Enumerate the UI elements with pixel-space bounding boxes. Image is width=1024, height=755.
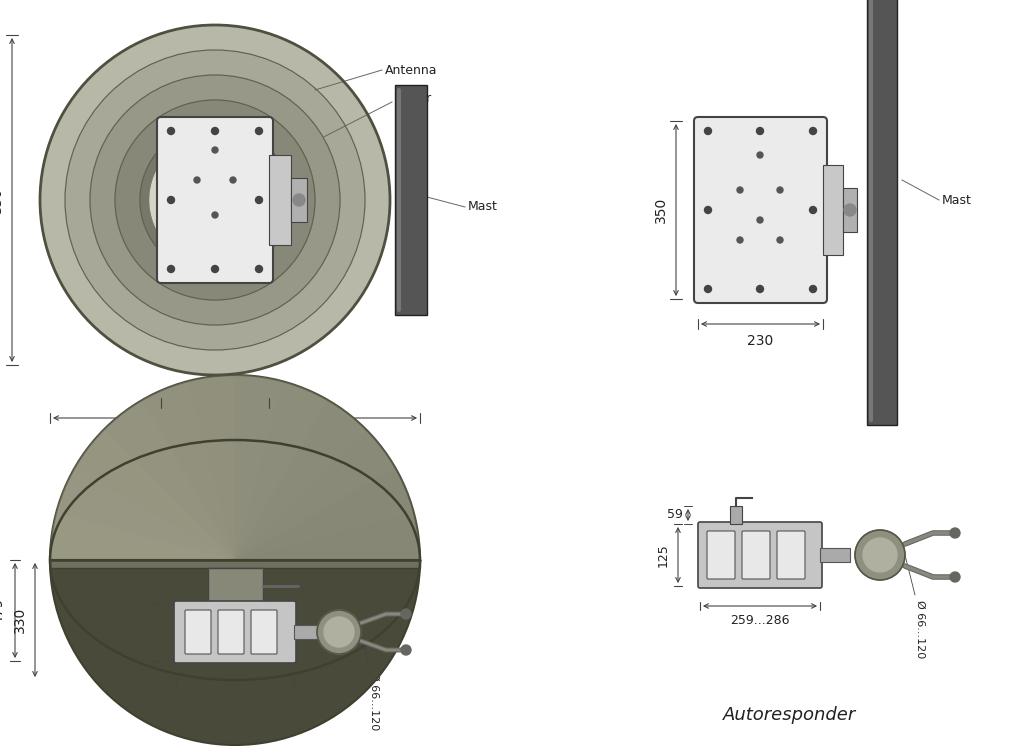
FancyBboxPatch shape — [742, 531, 770, 579]
Circle shape — [212, 147, 218, 153]
Circle shape — [401, 609, 411, 619]
Circle shape — [401, 645, 411, 655]
Wedge shape — [104, 400, 234, 560]
Text: 479: 479 — [0, 597, 5, 624]
Circle shape — [705, 207, 712, 214]
Text: Ø 66...120: Ø 66...120 — [915, 600, 925, 658]
Text: 350: 350 — [654, 197, 668, 223]
Wedge shape — [50, 560, 420, 745]
Circle shape — [810, 207, 816, 214]
FancyBboxPatch shape — [294, 625, 329, 639]
FancyBboxPatch shape — [698, 522, 822, 588]
FancyBboxPatch shape — [694, 117, 827, 303]
Circle shape — [168, 128, 174, 134]
Circle shape — [810, 285, 816, 292]
Circle shape — [737, 237, 743, 243]
FancyBboxPatch shape — [269, 155, 291, 245]
FancyBboxPatch shape — [867, 0, 897, 425]
Circle shape — [950, 528, 961, 538]
Wedge shape — [50, 375, 420, 560]
Text: Mast: Mast — [468, 201, 498, 214]
FancyBboxPatch shape — [157, 117, 273, 283]
Circle shape — [855, 530, 905, 580]
Text: Mast: Mast — [942, 193, 972, 207]
Circle shape — [168, 266, 174, 273]
Wedge shape — [234, 381, 328, 560]
FancyBboxPatch shape — [843, 188, 857, 232]
Circle shape — [777, 187, 783, 193]
Wedge shape — [234, 467, 414, 560]
Wedge shape — [56, 467, 234, 560]
Circle shape — [293, 194, 305, 206]
Wedge shape — [50, 512, 234, 560]
Wedge shape — [234, 375, 283, 560]
Text: 350: 350 — [0, 187, 4, 213]
Circle shape — [150, 135, 280, 265]
Text: 330: 330 — [13, 607, 27, 633]
Text: Autoresponder: Autoresponder — [723, 706, 857, 724]
Text: 230: 230 — [748, 334, 773, 348]
Circle shape — [194, 177, 200, 183]
Circle shape — [705, 128, 712, 134]
Text: 125: 125 — [657, 543, 670, 567]
Text: Antenna: Antenna — [385, 63, 437, 76]
FancyBboxPatch shape — [730, 506, 742, 524]
Circle shape — [212, 212, 218, 218]
Circle shape — [230, 177, 236, 183]
Circle shape — [115, 100, 315, 300]
Circle shape — [950, 572, 961, 582]
FancyBboxPatch shape — [251, 610, 278, 654]
Circle shape — [212, 266, 218, 273]
Circle shape — [757, 217, 763, 223]
Circle shape — [844, 204, 856, 216]
Wedge shape — [142, 381, 234, 560]
FancyBboxPatch shape — [185, 610, 211, 654]
Circle shape — [40, 25, 390, 375]
FancyBboxPatch shape — [291, 178, 307, 222]
FancyBboxPatch shape — [820, 548, 850, 562]
Wedge shape — [234, 512, 420, 560]
Circle shape — [863, 538, 897, 572]
FancyBboxPatch shape — [777, 531, 805, 579]
FancyBboxPatch shape — [208, 568, 263, 603]
FancyBboxPatch shape — [823, 165, 843, 255]
Text: Ø 66...120: Ø 66...120 — [369, 672, 379, 730]
Circle shape — [168, 196, 174, 204]
Wedge shape — [187, 375, 234, 560]
FancyBboxPatch shape — [174, 601, 296, 663]
Text: Radar
unit: Radar unit — [395, 93, 432, 122]
Circle shape — [256, 196, 262, 204]
Circle shape — [757, 128, 764, 134]
Text: 259...286: 259...286 — [205, 689, 265, 702]
Circle shape — [256, 266, 262, 273]
Circle shape — [140, 125, 290, 275]
FancyBboxPatch shape — [50, 560, 420, 568]
Text: 125: 125 — [136, 619, 150, 646]
Circle shape — [757, 285, 764, 292]
Text: 230: 230 — [202, 413, 228, 427]
Circle shape — [737, 187, 743, 193]
FancyBboxPatch shape — [707, 531, 735, 579]
Text: Ø 640: Ø 640 — [214, 394, 256, 408]
Wedge shape — [234, 400, 366, 560]
Wedge shape — [234, 429, 395, 560]
Wedge shape — [75, 429, 234, 560]
Circle shape — [777, 237, 783, 243]
Circle shape — [212, 128, 218, 134]
Circle shape — [90, 75, 340, 325]
Text: 259...286: 259...286 — [730, 614, 790, 627]
Circle shape — [324, 617, 354, 647]
Text: Radar: Radar — [183, 706, 237, 724]
Text: 59: 59 — [667, 509, 683, 522]
Circle shape — [705, 285, 712, 292]
Circle shape — [317, 610, 361, 654]
Circle shape — [757, 152, 763, 158]
Circle shape — [810, 128, 816, 134]
FancyBboxPatch shape — [218, 610, 244, 654]
FancyBboxPatch shape — [395, 85, 427, 315]
Circle shape — [256, 128, 262, 134]
Circle shape — [65, 50, 365, 350]
